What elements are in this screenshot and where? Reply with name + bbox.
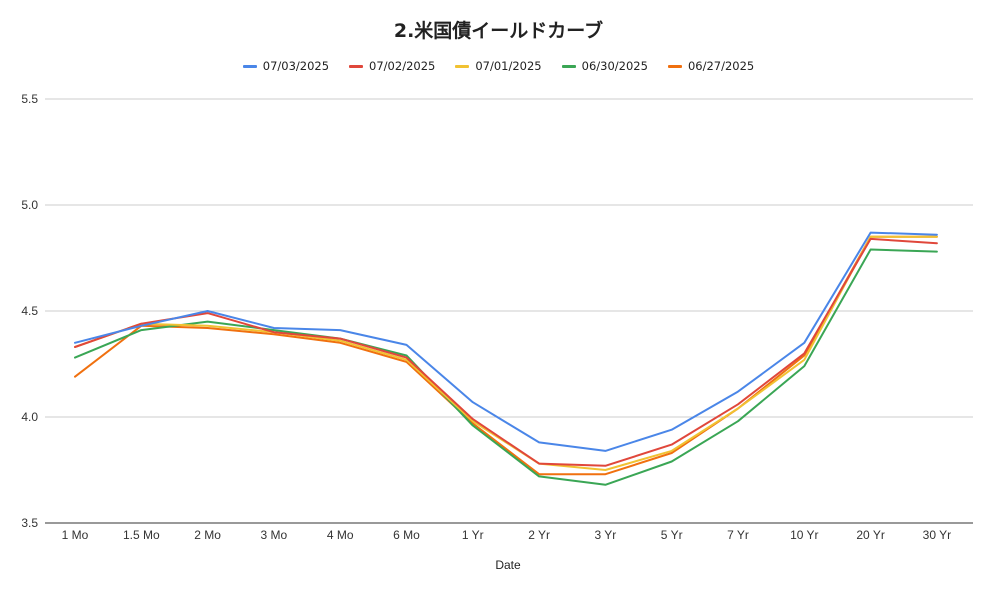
legend-label: 06/27/2025 bbox=[687, 59, 755, 73]
legend-swatch bbox=[349, 64, 364, 68]
y-tick-label: 5.5 bbox=[21, 92, 38, 106]
legend-item[interactable]: 06/27/2025 bbox=[667, 59, 755, 73]
x-tick-label: 5 Yr bbox=[661, 528, 683, 542]
x-tick-label: 2 Yr bbox=[528, 528, 550, 542]
x-tick-label: 3 Yr bbox=[595, 528, 617, 542]
x-tick-label: 7 Yr bbox=[727, 528, 749, 542]
x-tick-label: 1 Mo bbox=[62, 528, 89, 542]
series-line bbox=[74, 235, 938, 471]
chart-title: 2.米国債イールドカーブ bbox=[393, 20, 604, 42]
legend-item[interactable]: 07/01/2025 bbox=[455, 59, 542, 73]
x-tick-label: 6 Mo bbox=[393, 528, 420, 542]
legend-item[interactable]: 07/03/2025 bbox=[242, 59, 330, 73]
x-tick-label: 2 Mo bbox=[194, 528, 221, 542]
series-line bbox=[74, 231, 938, 452]
series-line bbox=[74, 235, 938, 476]
x-tick-label: 1 Yr bbox=[462, 528, 484, 542]
legend-item[interactable]: 07/02/2025 bbox=[349, 59, 435, 73]
legend-label: 06/30/2025 bbox=[581, 59, 648, 73]
legend-swatch bbox=[242, 64, 257, 68]
series-line bbox=[74, 248, 938, 486]
y-tick-label: 4.0 bbox=[21, 410, 38, 424]
x-tick-label: 3 Mo bbox=[261, 528, 288, 542]
chart-legend: 07/03/2025 07/02/2025 07/01/2025 06/30/2025… bbox=[0, 59, 997, 73]
legend-swatch bbox=[561, 64, 576, 68]
legend-label: 07/02/2025 bbox=[369, 59, 436, 73]
series-line bbox=[74, 237, 938, 467]
legend-label: 07/03/2025 bbox=[262, 59, 330, 73]
x-tick-label: 1.5 Mo bbox=[123, 528, 160, 542]
y-tick-label: 3.5 bbox=[21, 516, 38, 530]
legend-item[interactable]: 06/30/2025 bbox=[561, 59, 648, 73]
legend-swatch bbox=[667, 64, 682, 68]
x-axis-title: Date bbox=[495, 558, 521, 572]
legend-swatch bbox=[455, 64, 470, 68]
x-tick-label: 30 Yr bbox=[923, 528, 951, 542]
x-tick-label: 20 Yr bbox=[856, 528, 884, 542]
x-tick-label: 10 Yr bbox=[790, 528, 818, 542]
y-tick-label: 4.5 bbox=[21, 304, 38, 318]
y-tick-label: 5.0 bbox=[21, 198, 38, 212]
x-tick-label: 4 Mo bbox=[327, 528, 354, 542]
legend-label: 07/01/2025 bbox=[475, 59, 542, 73]
